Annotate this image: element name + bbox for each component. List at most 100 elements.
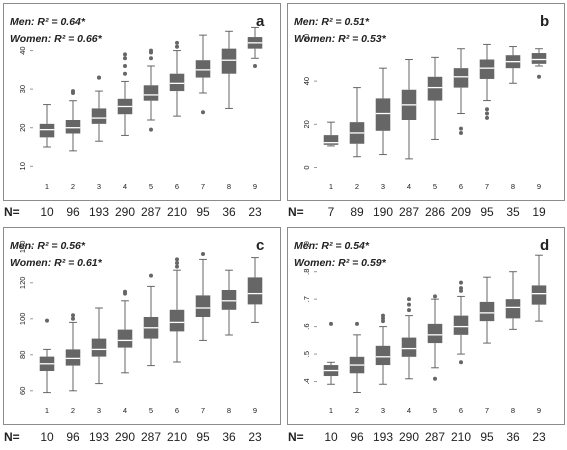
outlier-point [175,264,179,269]
box-9 [531,48,547,79]
outlier-point [433,294,437,299]
box-5 [427,294,443,381]
y-tick-label: .9 [302,241,311,247]
box-3 [375,67,391,156]
iqr-box [531,53,547,64]
box-2 [65,89,81,152]
outlier-point [123,71,127,76]
x-tick-label: 9 [537,182,541,191]
n-value: 290 [114,205,136,219]
r-squared-women: Women: R² = 0.61* [10,257,103,269]
y-tick-label: 30 [18,85,27,93]
n-value: 23 [248,430,262,444]
n-value: 35 [506,205,520,219]
x-tick-label: 6 [459,406,463,415]
sample-size-row-a: N= 10 96 193 290 287 210 95 36 23 [0,205,283,223]
x-tick-label: 9 [253,182,257,191]
outlier-point [175,44,179,49]
x-tick-label: 8 [511,406,515,415]
n-value: 96 [66,430,80,444]
box-8 [505,46,521,84]
chart-panel-a: 10 20 30 40 1 2 3 4 5 6 7 8 9 Men: R² = 0.64* Women: R… [3,3,281,201]
outlier-point [485,111,489,116]
iqr-box [427,323,443,344]
y-tick-label: .4 [302,378,311,384]
n-label: N= [288,430,304,444]
y-tick-label: 60 [302,34,311,42]
outlier-point [407,297,411,302]
outlier-point [485,115,489,120]
n-value: 10 [40,430,54,444]
iqr-box [427,76,443,101]
r-squared-men: Men: R² = 0.54* [294,240,370,252]
box-5 [427,56,443,140]
y-tick-label: 120 [18,277,27,290]
iqr-box [531,285,547,305]
chart-panel-b: 0 20 40 60 1 2 3 4 5 6 7 8 9 Men: R² = 0.51* Women: R²… [287,3,565,201]
x-tick-label: 6 [175,406,179,415]
panel-letter: d [540,237,549,254]
r-squared-women: Women: R² = 0.53* [294,33,387,45]
n-label: N= [4,205,20,219]
n-value: 36 [222,430,236,444]
x-tick-label: 4 [123,406,127,415]
outlier-point [149,56,153,61]
n-value: 193 [372,430,394,444]
outlier-point [201,252,205,256]
chart-svg: 10 20 30 40 1 2 3 4 5 6 7 8 9 Men: R² = 0.64* Women: R… [10,13,265,191]
x-tick-label: 4 [407,406,411,415]
x-tick-label: 5 [149,182,153,191]
r-squared-men: Men: R² = 0.51* [294,16,370,28]
x-tick-label: 3 [381,182,385,191]
outlier-point [175,40,179,45]
outlier-point [97,75,101,80]
box-8 [221,269,237,336]
n-value: 190 [372,205,394,219]
y-tick-label: .7 [302,296,311,302]
box-3 [91,75,107,142]
outlier-point [407,308,411,313]
n-value: 287 [424,430,446,444]
outlier-point [459,360,463,365]
iqr-box [479,59,495,79]
box-1 [39,104,55,148]
box-2 [349,321,365,394]
sample-size-row-d: N= 10 96 193 290 287 210 95 36 23 [284,430,567,448]
box-2 [65,313,81,392]
box-5 [143,273,159,367]
x-tick-label: 1 [45,182,49,191]
outlier-point [459,286,463,291]
n-value: 290 [114,430,136,444]
box-3 [375,313,391,385]
x-tick-label: 3 [97,182,101,191]
x-tick-label: 9 [537,406,541,415]
chart-svg: 60 80 100 120 140 1 2 3 4 5 6 7 8 9 Men: R² = 0.56* Wom… [10,237,264,415]
x-tick-label: 9 [253,406,257,415]
outlier-point [459,126,463,131]
outlier-point [381,313,385,318]
n-value: 193 [88,205,110,219]
n-value: 210 [166,430,188,444]
x-tick-label: 7 [485,182,489,191]
outlier-point [537,74,541,79]
iqr-box [143,85,159,101]
box-6 [453,280,469,365]
outlier-point [149,127,153,132]
n-label: N= [288,205,304,219]
box-7 [479,276,495,344]
iqr-box [65,120,81,134]
x-tick-label: 2 [71,182,75,191]
box-9 [247,257,263,323]
outlier-point [71,89,75,94]
y-tick-label: .6 [302,323,311,329]
box-3 [91,307,107,385]
x-tick-label: 4 [407,182,411,191]
x-tick-label: 8 [227,182,231,191]
y-tick-label: 20 [18,124,27,132]
y-tick-label: 40 [18,46,27,54]
n-value: 95 [480,430,494,444]
box-6 [453,48,469,135]
y-tick-label: 80 [18,351,27,359]
box-1 [39,318,55,394]
x-tick-label: 5 [149,406,153,415]
